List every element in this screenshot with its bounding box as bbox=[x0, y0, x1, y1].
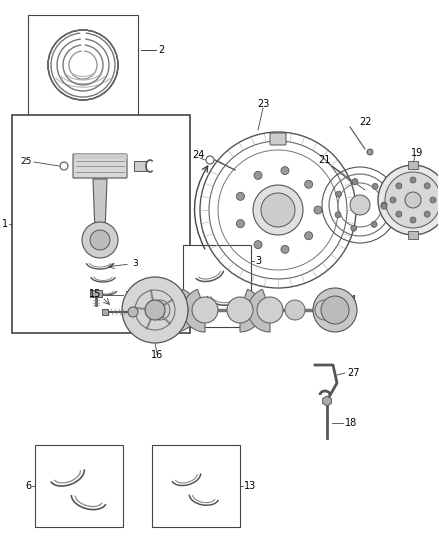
Circle shape bbox=[237, 220, 244, 228]
Circle shape bbox=[372, 183, 378, 189]
Text: 2: 2 bbox=[158, 45, 164, 55]
Bar bbox=[28, 15, 138, 115]
Circle shape bbox=[321, 296, 349, 324]
Text: 14: 14 bbox=[345, 295, 357, 305]
FancyBboxPatch shape bbox=[73, 154, 127, 178]
Circle shape bbox=[378, 165, 438, 235]
Circle shape bbox=[254, 240, 262, 248]
Text: 18: 18 bbox=[345, 418, 357, 428]
Text: 17: 17 bbox=[125, 290, 137, 300]
Bar bbox=[102, 309, 108, 315]
Circle shape bbox=[390, 197, 396, 203]
Circle shape bbox=[150, 300, 170, 320]
Circle shape bbox=[90, 230, 110, 250]
Circle shape bbox=[371, 221, 377, 228]
Bar bbox=[74, 154, 126, 158]
Circle shape bbox=[254, 171, 262, 180]
Bar bbox=[152, 445, 240, 527]
Bar bbox=[134, 161, 146, 171]
Circle shape bbox=[410, 177, 416, 183]
Circle shape bbox=[424, 183, 430, 189]
Circle shape bbox=[352, 179, 358, 184]
Text: 24: 24 bbox=[192, 150, 205, 160]
Text: 16: 16 bbox=[151, 350, 163, 360]
Bar bbox=[35, 445, 123, 527]
Bar bbox=[408, 231, 418, 239]
Wedge shape bbox=[183, 289, 205, 332]
Circle shape bbox=[305, 232, 313, 240]
Circle shape bbox=[385, 172, 438, 228]
Circle shape bbox=[82, 222, 118, 258]
Text: 22: 22 bbox=[359, 117, 371, 127]
Polygon shape bbox=[93, 179, 107, 232]
Circle shape bbox=[336, 191, 342, 197]
Text: 6: 6 bbox=[25, 481, 31, 491]
Text: 23: 23 bbox=[257, 99, 269, 109]
Circle shape bbox=[381, 203, 387, 209]
Wedge shape bbox=[175, 289, 197, 332]
Text: 27: 27 bbox=[347, 368, 360, 378]
Circle shape bbox=[335, 212, 341, 218]
Circle shape bbox=[145, 300, 165, 320]
Circle shape bbox=[350, 195, 370, 215]
Text: 19: 19 bbox=[411, 148, 423, 158]
Circle shape bbox=[285, 300, 305, 320]
Circle shape bbox=[261, 193, 295, 227]
Text: 25: 25 bbox=[20, 157, 32, 166]
Text: 3: 3 bbox=[255, 256, 261, 266]
Circle shape bbox=[162, 297, 188, 323]
Circle shape bbox=[410, 217, 416, 223]
Circle shape bbox=[128, 307, 138, 317]
Wedge shape bbox=[240, 289, 262, 332]
Bar bbox=[408, 161, 418, 169]
Circle shape bbox=[122, 277, 188, 343]
Circle shape bbox=[192, 297, 218, 323]
Text: 1: 1 bbox=[2, 219, 8, 229]
Circle shape bbox=[281, 167, 289, 175]
Text: 13: 13 bbox=[244, 481, 256, 491]
Circle shape bbox=[367, 149, 373, 155]
Circle shape bbox=[253, 185, 303, 235]
Text: 21: 21 bbox=[318, 155, 330, 165]
Wedge shape bbox=[248, 289, 270, 332]
Circle shape bbox=[314, 206, 322, 214]
Circle shape bbox=[405, 192, 421, 208]
Circle shape bbox=[305, 180, 313, 188]
Circle shape bbox=[313, 288, 357, 332]
Circle shape bbox=[237, 192, 244, 200]
FancyBboxPatch shape bbox=[270, 133, 286, 145]
Text: 15: 15 bbox=[89, 289, 101, 299]
Circle shape bbox=[430, 197, 436, 203]
Circle shape bbox=[396, 183, 402, 189]
Circle shape bbox=[281, 245, 289, 253]
Circle shape bbox=[424, 211, 430, 217]
Circle shape bbox=[227, 297, 253, 323]
Bar bbox=[90, 290, 102, 297]
Circle shape bbox=[315, 300, 335, 320]
Circle shape bbox=[351, 225, 357, 231]
Bar bbox=[12, 115, 190, 333]
Circle shape bbox=[381, 202, 387, 208]
Circle shape bbox=[396, 211, 402, 217]
Bar bbox=[183, 245, 251, 327]
Circle shape bbox=[257, 297, 283, 323]
Text: 3: 3 bbox=[132, 260, 138, 269]
